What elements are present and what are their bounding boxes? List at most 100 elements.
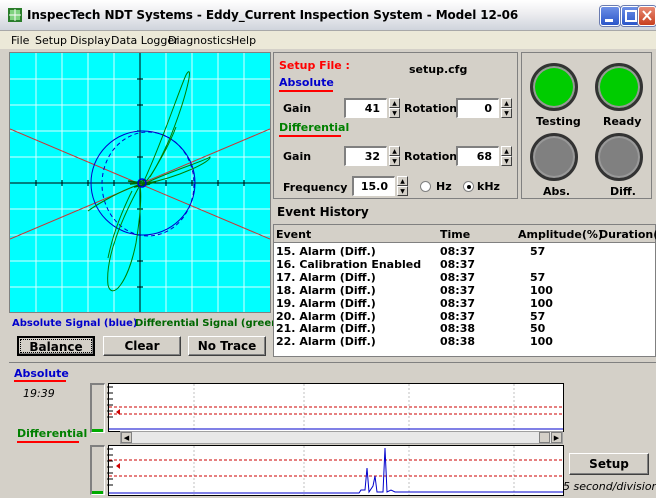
absolute-gain-label: Gain — [283, 102, 312, 115]
strip-setup-button[interactable]: Setup — [569, 453, 649, 475]
scroll-thumb[interactable] — [539, 432, 550, 443]
frequency-spinner[interactable]: ▲ ▼ — [397, 176, 408, 196]
absolute-strip-chart — [108, 383, 564, 432]
amplitude-cell: 50 — [530, 322, 546, 336]
legend-differential: Differential Signal (green) — [135, 318, 283, 329]
absolute-gain-spinner[interactable]: ▲ ▼ — [389, 98, 400, 118]
setup-panel: Setup File : setup.cfg Absolute Gain 41 … — [273, 52, 518, 199]
table-row[interactable]: 20. Alarm (Diff.) 08:37 57 — [274, 309, 655, 324]
spin-up-icon[interactable]: ▲ — [501, 146, 512, 156]
spin-up-icon[interactable]: ▲ — [389, 98, 400, 108]
menu-display[interactable]: Display — [70, 34, 111, 47]
differential-rotation-spinner[interactable]: ▲ ▼ — [501, 146, 512, 166]
table-row[interactable]: 21. Alarm (Diff.) 08:38 50 — [274, 323, 655, 336]
status-panel: Testing Ready Abs. Diff. — [521, 52, 652, 199]
spin-down-icon[interactable]: ▼ — [397, 186, 408, 196]
strip-absolute-label: Absolute — [14, 367, 69, 380]
absolute-gain-field[interactable]: 41 — [344, 98, 387, 118]
spin-up-icon[interactable]: ▲ — [389, 146, 400, 156]
abs-indicator — [530, 133, 578, 181]
strip-scrollbar[interactable]: ◀ ▶ — [120, 431, 563, 444]
clear-button[interactable]: Clear — [103, 336, 181, 356]
signal-cluster — [127, 178, 157, 188]
hz-radio[interactable] — [420, 181, 431, 192]
time-cell: 08:37 — [440, 270, 476, 284]
amplitude-cell: 57 — [530, 270, 546, 284]
column-amplitude[interactable]: Amplitude(%) — [518, 228, 603, 241]
absolute-tick-scale — [107, 385, 121, 421]
khz-radio[interactable] — [463, 181, 474, 192]
minimize-button[interactable] — [600, 6, 620, 26]
absolute-rotation-spinner[interactable]: ▲ ▼ — [501, 98, 512, 118]
table-row[interactable]: 15. Alarm (Diff.) 08:37 57 — [274, 246, 655, 259]
spin-down-icon[interactable]: ▼ — [501, 108, 512, 118]
spin-up-icon[interactable]: ▲ — [501, 98, 512, 108]
strip-absolute-underline — [14, 380, 66, 382]
ready-indicator — [595, 63, 643, 111]
event-cell: 19. Alarm (Diff.) — [276, 296, 376, 310]
spin-down-icon[interactable]: ▼ — [501, 156, 512, 166]
absolute-level-meter — [90, 383, 105, 433]
column-event[interactable]: Event — [276, 228, 312, 241]
differential-strip-chart — [108, 445, 564, 496]
no-trace-button[interactable]: No Trace — [188, 336, 266, 356]
menu-data-logger[interactable]: Data Logger — [111, 34, 179, 47]
menu-file[interactable]: File — [11, 34, 30, 47]
differential-section-title: Differential — [279, 121, 350, 134]
table-row[interactable]: 18. Alarm (Diff.) 08:37 100 — [274, 283, 655, 298]
time-cell: 08:37 — [440, 296, 476, 310]
absolute-rotation-field[interactable]: 0 — [456, 98, 499, 118]
abs-label: Abs. — [543, 185, 571, 198]
spin-down-icon[interactable]: ▼ — [389, 156, 400, 166]
maximize-icon — [625, 10, 637, 22]
amplitude-cell: 100 — [530, 296, 553, 310]
event-cell: 16. Calibration Enabled — [276, 257, 422, 271]
time-cell: 08:37 — [440, 309, 476, 323]
differential-level-meter — [90, 445, 105, 495]
scroll-left-icon[interactable]: ◀ — [121, 432, 132, 443]
table-row[interactable]: 16. Calibration Enabled 08:37 — [274, 257, 655, 272]
differential-trace — [87, 71, 211, 292]
table-row[interactable]: 19. Alarm (Diff.) 08:37 100 — [274, 296, 655, 311]
strip-differential-underline — [17, 441, 79, 443]
column-time[interactable]: Time — [440, 228, 471, 241]
table-row[interactable]: 22. Alarm (Diff.) 08:38 100 — [274, 336, 655, 349]
spin-up-icon[interactable]: ▲ — [397, 176, 408, 186]
menu-help[interactable]: Help — [231, 34, 257, 47]
time-cell: 08:37 — [440, 245, 476, 258]
spin-down-icon[interactable]: ▼ — [389, 108, 400, 118]
event-cell: 21. Alarm (Diff.) — [276, 322, 376, 336]
menu-diagnostics[interactable]: Diagnostics — [168, 34, 232, 47]
balance-button[interactable]: Balance — [17, 336, 95, 356]
absolute-circle — [90, 130, 196, 236]
table-row[interactable]: 17. Alarm (Diff.) 08:37 57 — [274, 270, 655, 285]
frequency-field[interactable]: 15.0 — [352, 176, 395, 196]
absolute-underline — [279, 90, 333, 92]
menu-bar: File Setup Display Data Logger Diagnosti… — [0, 31, 656, 49]
scroll-right-icon[interactable]: ▶ — [551, 432, 562, 443]
differential-gain-field[interactable]: 32 — [344, 146, 387, 166]
app-icon — [8, 8, 22, 22]
column-duration[interactable]: Duration(s) — [599, 228, 656, 241]
event-history-table[interactable]: Event Time Amplitude(%) Duration(s) 15. … — [273, 224, 656, 357]
amplitude-cell: 100 — [530, 283, 553, 297]
impedance-plane-plot[interactable] — [9, 52, 271, 313]
setup-file-label: Setup File : — [279, 59, 350, 72]
setup-file-name: setup.cfg — [409, 63, 468, 76]
khz-label: kHz — [477, 180, 500, 193]
close-icon — [642, 10, 652, 21]
strip-chart-panel: Absolute 19:39 Differential ◀ ▶ — [9, 362, 656, 497]
time-division-label: 5 second/division — [563, 480, 656, 493]
differential-strip-canvas — [109, 446, 563, 495]
diff-indicator — [595, 133, 643, 181]
absolute-alarm-circle — [101, 131, 195, 237]
event-cell: 22. Alarm (Diff.) — [276, 335, 376, 349]
title-bar: InspecTech NDT Systems - Eddy_Current In… — [0, 0, 656, 31]
diff-label: Diff. — [610, 185, 636, 198]
differential-rotation-field[interactable]: 68 — [456, 146, 499, 166]
close-button[interactable] — [638, 6, 656, 26]
differential-gain-spinner[interactable]: ▲ ▼ — [389, 146, 400, 166]
hz-label: Hz — [436, 180, 452, 193]
menu-setup[interactable]: Setup — [35, 34, 68, 47]
differential-rotation-label: Rotation — [404, 150, 458, 163]
